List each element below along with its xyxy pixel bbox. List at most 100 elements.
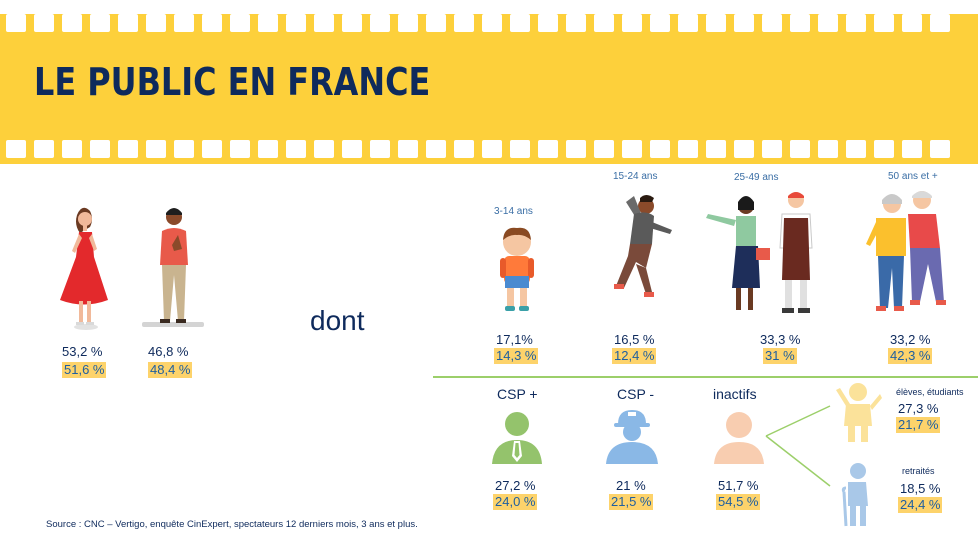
film-hole: [790, 14, 810, 32]
film-hole: [790, 140, 810, 158]
film-holes-bottom: [0, 140, 978, 158]
age-value-50-plus: 33,2 %: [890, 332, 931, 347]
students-value: 27,3 %: [898, 401, 939, 416]
worker-helmet-icon: [606, 410, 658, 464]
csp-minus-sub: 21,5 %: [609, 494, 654, 510]
film-hole: [174, 140, 194, 158]
age-label-25-49: 25-49 ans: [734, 172, 779, 183]
film-hole: [454, 14, 474, 32]
men-share: 46,8 %: [148, 344, 189, 359]
film-hole: [930, 140, 950, 158]
film-hole: [6, 140, 26, 158]
students-label: élèves, étudiants: [896, 387, 964, 397]
student-icon: [836, 383, 882, 442]
film-hole: [678, 14, 698, 32]
inactifs-branch-lines: [765, 405, 831, 487]
age-label-3-14: 3-14 ans: [494, 206, 533, 217]
film-hole: [650, 140, 670, 158]
film-hole: [202, 14, 222, 32]
film-hole: [482, 14, 502, 32]
film-hole: [230, 140, 250, 158]
film-hole: [286, 14, 306, 32]
film-hole: [874, 14, 894, 32]
film-hole: [622, 140, 642, 158]
film-hole: [678, 140, 698, 158]
page-title: LE PUBLIC EN FRANCE: [34, 60, 431, 104]
age-label-50-plus: 50 ans et +: [888, 171, 938, 182]
section-divider: [433, 376, 978, 378]
film-hole: [818, 140, 838, 158]
person-tie-icon: [492, 412, 542, 464]
film-hole: [566, 140, 586, 158]
man-illustration: [142, 208, 204, 327]
teen-illustration: [614, 195, 672, 297]
film-holes-top: [0, 14, 978, 32]
age-sub-50-plus: 42,3 %: [888, 348, 933, 364]
film-hole: [314, 140, 334, 158]
age-value-3-14: 17,1%: [496, 332, 533, 347]
film-hole: [734, 14, 754, 32]
film-hole: [650, 14, 670, 32]
film-hole: [902, 140, 922, 158]
film-hole: [874, 140, 894, 158]
film-hole: [510, 140, 530, 158]
film-hole: [594, 14, 614, 32]
film-hole: [118, 140, 138, 158]
film-strip-banner: LE PUBLIC EN FRANCE: [0, 14, 978, 164]
retirees-sub: 24,4 %: [898, 497, 943, 513]
film-hole: [370, 140, 390, 158]
film-hole: [314, 14, 334, 32]
retiree-icon: [841, 463, 868, 527]
film-hole: [426, 140, 446, 158]
men-share-sub: 48,4 %: [148, 362, 193, 378]
film-hole: [62, 14, 82, 32]
film-hole: [930, 14, 950, 32]
age-value-15-24: 16,5 %: [614, 332, 655, 347]
film-hole: [594, 140, 614, 158]
film-hole: [146, 140, 166, 158]
film-hole: [202, 140, 222, 158]
film-hole: [62, 140, 82, 158]
film-hole: [342, 140, 362, 158]
seniors-illustration: [866, 191, 946, 311]
csp-minus-label: CSP -: [617, 386, 655, 402]
age-label-15-24: 15-24 ans: [613, 171, 658, 182]
women-share-sub: 51,6 %: [62, 362, 107, 378]
film-hole: [398, 14, 418, 32]
film-hole: [258, 140, 278, 158]
inactifs-sub: 54,5 %: [716, 494, 761, 510]
film-hole: [174, 14, 194, 32]
film-hole: [398, 140, 418, 158]
inactifs-label: inactifs: [713, 386, 757, 402]
film-hole: [734, 140, 754, 158]
child-illustration: [500, 227, 534, 311]
film-hole: [482, 140, 502, 158]
film-hole: [762, 14, 782, 32]
inactifs-value: 51,7 %: [718, 478, 759, 493]
age-sub-25-49: 31 %: [763, 348, 797, 364]
age-value-25-49: 33,3 %: [760, 332, 801, 347]
film-hole: [370, 14, 390, 32]
film-hole: [454, 140, 474, 158]
women-share: 53,2 %: [62, 344, 103, 359]
film-hole: [90, 140, 110, 158]
age-sub-15-24: 12,4 %: [612, 348, 657, 364]
source-note: Source : CNC – Vertigo, enquête CinExper…: [46, 519, 418, 530]
film-hole: [34, 14, 54, 32]
retirees-value: 18,5 %: [900, 481, 941, 496]
film-hole: [6, 14, 26, 32]
film-hole: [902, 14, 922, 32]
film-hole: [566, 14, 586, 32]
woman-illustration: [60, 207, 108, 330]
film-hole: [706, 140, 726, 158]
film-hole: [230, 14, 250, 32]
film-hole: [706, 14, 726, 32]
film-hole: [762, 140, 782, 158]
film-hole: [846, 140, 866, 158]
film-hole: [510, 14, 530, 32]
film-hole: [118, 14, 138, 32]
csp-plus-label: CSP +: [497, 386, 538, 402]
csp-plus-sub: 24,0 %: [493, 494, 538, 510]
film-hole: [90, 14, 110, 32]
film-hole: [538, 14, 558, 32]
